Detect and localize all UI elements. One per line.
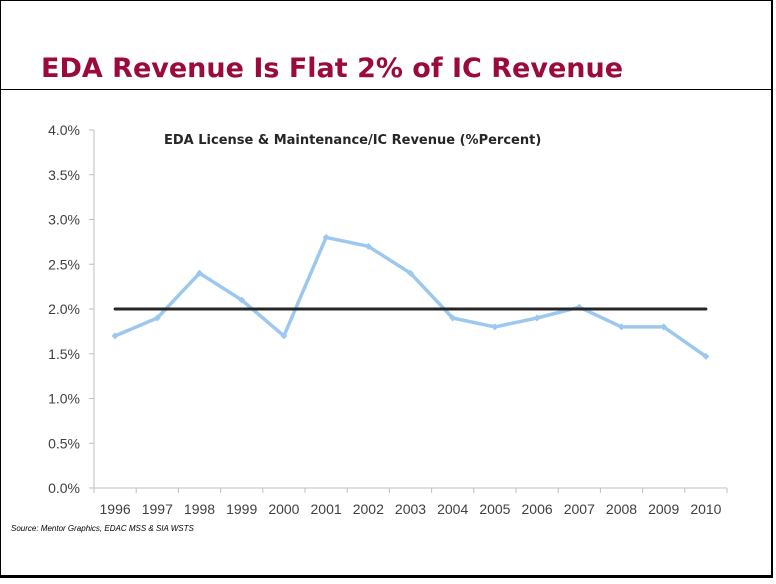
y-tick-label: 0.0%	[48, 480, 80, 496]
x-tick-label: 2006	[522, 501, 553, 517]
y-axis	[89, 129, 95, 489]
x-tick-label: 1997	[142, 501, 173, 517]
source-note: Source: Mentor Graphics, EDAC MSS & SIA …	[11, 524, 194, 533]
x-tick-label: 2010	[690, 501, 721, 517]
data-point	[111, 332, 119, 340]
line-chart: 0.0% 0.5% 1.0% 1.5% 2.0% 2.5% 3.0% 3.5% 4.0% 199…	[48, 122, 728, 517]
x-axis	[93, 487, 728, 493]
x-tick-label: 2007	[564, 501, 595, 517]
x-tick-labels: 1996 1997 1998 1999 2000 2001 2002 2003 2004 2005…	[100, 501, 722, 517]
title-divider	[1, 89, 771, 90]
x-tick-label: 2009	[648, 501, 679, 517]
slide-title: EDA Revenue Is Flat 2% of IC Revenue	[41, 53, 624, 84]
data-point	[702, 352, 710, 360]
y-tick-label: 1.0%	[48, 391, 80, 407]
x-tick-label: 2004	[437, 501, 468, 517]
data-point	[364, 242, 372, 250]
x-tick-label: 2002	[353, 501, 384, 517]
data-point	[407, 269, 414, 277]
data-point	[449, 314, 457, 322]
data-point	[238, 296, 246, 304]
series-layer	[111, 233, 710, 360]
y-tick-label: 2.5%	[48, 256, 80, 272]
x-tick-label: 2000	[268, 501, 299, 517]
chart-title: EDA License & Maintenance/IC Revenue (%P…	[164, 133, 541, 148]
x-tick-label: 2001	[311, 501, 342, 517]
x-tick-label: 1998	[184, 501, 215, 517]
y-tick-label: 0.5%	[48, 435, 80, 451]
data-point	[280, 332, 288, 340]
data-point	[491, 323, 499, 331]
data-point	[660, 323, 668, 331]
y-tick-label: 4.0%	[48, 122, 80, 138]
y-tick-label: 3.0%	[48, 212, 80, 228]
data-point	[618, 323, 625, 331]
x-tick-label: 2008	[606, 501, 637, 517]
x-tick-label: 2003	[395, 501, 426, 517]
x-tick-label: 2005	[479, 501, 510, 517]
data-point	[533, 314, 541, 322]
y-tick-label: 2.0%	[48, 301, 80, 317]
y-tick-label: 1.5%	[48, 346, 80, 362]
y-tick-label: 3.5%	[48, 167, 80, 183]
x-tick-label: 1996	[100, 501, 131, 517]
y-tick-labels: 0.0% 0.5% 1.0% 1.5% 2.0% 2.5% 3.0% 3.5% 4.0%	[48, 122, 80, 496]
series-line	[113, 235, 708, 359]
data-point	[322, 233, 330, 241]
data-point	[153, 314, 161, 322]
x-tick-label: 1999	[226, 501, 257, 517]
data-point	[196, 269, 203, 277]
